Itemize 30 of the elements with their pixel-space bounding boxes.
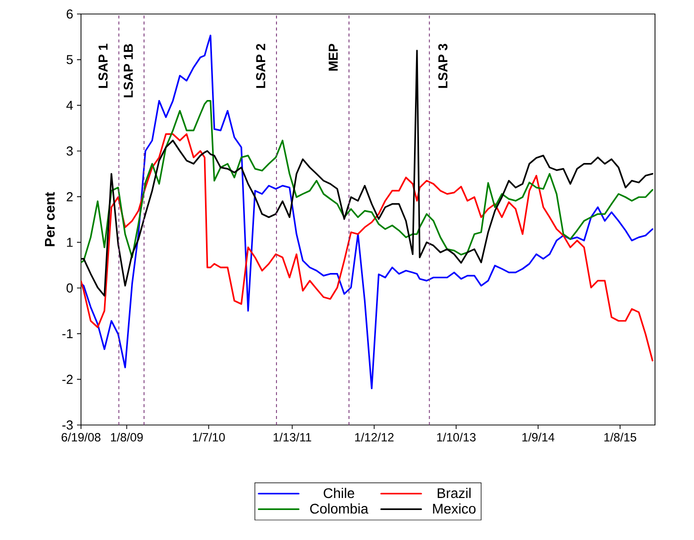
ref-line-label: LSAP 3	[438, 44, 448, 88]
x-tick-label: 1/12/12	[355, 432, 394, 442]
line-series	[81, 133, 654, 362]
legend-label: Brazil	[438, 488, 471, 498]
line-series	[81, 100, 654, 264]
x-tick-label: 1/8/15	[604, 432, 636, 442]
y-tick-label: -2	[62, 374, 73, 384]
legend-label: Mexico	[433, 503, 476, 514]
x-tick-label: 1/10/13	[437, 432, 476, 442]
y-tick-label: -3	[62, 420, 73, 430]
ref-line-label: LSAP 2	[256, 44, 266, 88]
y-axis-title: Per cent	[44, 192, 55, 246]
ref-line-label: LSAP 1	[98, 44, 108, 88]
legend-label: Chile	[324, 488, 354, 498]
ref-line-label: LSAP 1B	[124, 44, 133, 98]
x-tick-label: 1/8/09	[111, 432, 143, 442]
y-tick-label: 2	[66, 192, 73, 202]
y-tick-label: 4	[66, 100, 73, 110]
y-tick-label: -1	[62, 329, 73, 338]
x-tick-label: 6/19/08	[62, 432, 100, 442]
y-tick-label: 3	[66, 146, 73, 156]
y-tick-label: 6	[66, 9, 73, 19]
y-tick-label: 0	[66, 283, 73, 293]
legend-label: Colombia	[310, 503, 368, 514]
y-tick-label: 5	[66, 55, 73, 64]
x-tick-label: 1/13/11	[274, 432, 312, 442]
x-tick-label: 1/7/10	[192, 432, 225, 442]
x-tick-label: 1/9/14	[522, 432, 554, 442]
y-tick-label: 1	[67, 238, 73, 247]
ref-line-label: MEP	[328, 44, 338, 71]
